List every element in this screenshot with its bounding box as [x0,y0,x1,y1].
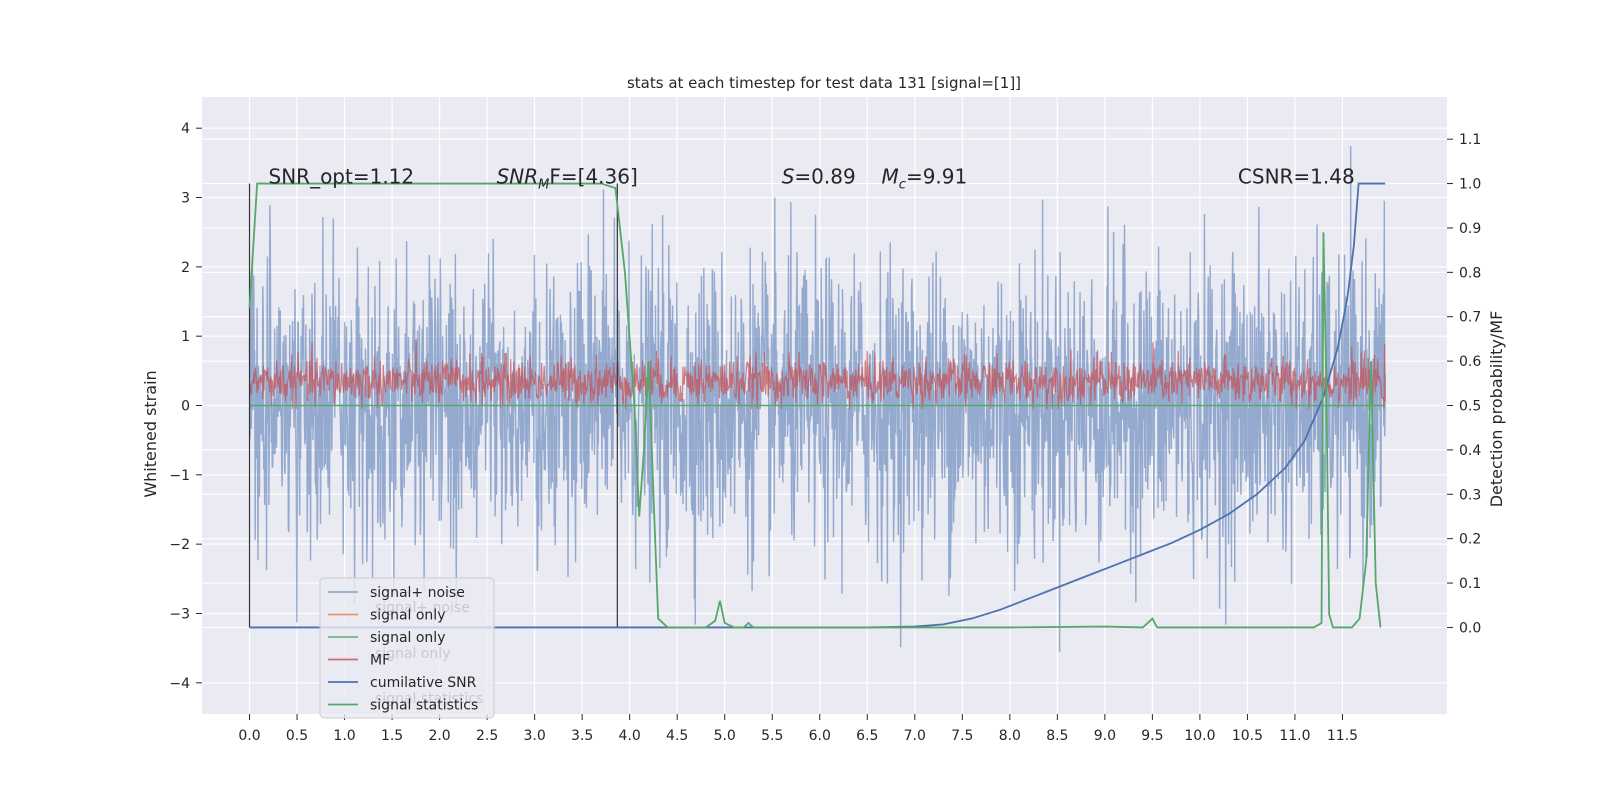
legend-label: signal only [370,630,445,646]
y2-axis-label: Detection probability/MF [1487,311,1506,508]
annotations: SNR_opt=1.12 SNRMF=[4.36] S=0.89 Mc=9.91 CSN… [269,165,1355,193]
x-tick-label: 10.0 [1184,728,1215,744]
right-axis-ticks: 1.1 1.0 0.9 0.8 0.7 0.6 0.5 0.4 0.3 0.2 0.1 0.0 [1447,132,1481,636]
x-tick-label: 8.5 [1046,728,1068,744]
x-tick-label: 4.0 [619,728,641,744]
annotation-s-val: S=0.89 [782,165,856,189]
x-tick-label: 5.0 [714,728,736,744]
y2-tick-label: 1.0 [1459,177,1481,193]
y2-tick-label: 0.8 [1459,265,1481,281]
chart-title: stats at each timestep for test data 131… [627,74,1021,92]
x-tick-label: 3.5 [571,728,593,744]
annotation-snr-opt: SNR_opt=1.12 [269,165,415,189]
legend-ghost-label: signal statistics [375,691,483,707]
x-tick-label: 4.5 [666,728,688,744]
annotation-csnr: CSNR=1.48 [1238,165,1355,189]
y-tick-label: −3 [169,606,190,622]
y2-tick-label: 0.4 [1459,443,1481,459]
x-tick-label: 8.0 [999,728,1021,744]
x-tick-label: 5.5 [761,728,783,744]
x-tick-label: 7.0 [904,728,926,744]
x-tick-label: 1.5 [381,728,403,744]
y-axis-label: Whitened strain [141,370,160,497]
y2-tick-label: 1.1 [1459,132,1481,148]
legend-label: MF [370,653,390,669]
x-tick-label: 7.5 [951,728,973,744]
x-tick-label: 2.5 [476,728,498,744]
annotation-mc-val: Mc=9.91 [882,165,968,193]
x-tick-label: 6.0 [809,728,831,744]
x-tick-label: 1.0 [333,728,355,744]
series-mf-line [248,338,1386,410]
legend-label: cumilative SNR [370,675,477,691]
x-tick-label: 11.5 [1327,728,1358,744]
y2-tick-label: 0.7 [1459,310,1481,326]
x-tick-label: 0.0 [238,728,260,744]
legend-label: signal only [370,608,445,624]
x-tick-label: 9.5 [1141,728,1163,744]
y2-tick-label: 0.3 [1459,487,1481,503]
series-signal-noise-line [248,146,1386,652]
y2-tick-label: 0.0 [1459,620,1481,636]
series-layer [248,146,1386,652]
y-tick-label: −4 [169,676,190,692]
x-tick-label: 11.0 [1279,728,1310,744]
y2-tick-label: 0.6 [1459,354,1481,370]
legend-ghost-label: signal only [375,646,450,662]
y2-tick-label: 0.1 [1459,576,1481,592]
legend-ghost-label: signal+ noise [375,600,470,616]
x-tick-label: 3.0 [524,728,546,744]
legend-box [319,577,495,719]
y-tick-label: −1 [169,468,190,484]
bottom-axis-ticks: 0.0 0.5 1.0 1.5 2.0 2.5 3.0 3.5 4.0 4.5 5.0 5.5 6.0 6… [238,714,1358,744]
y2-tick-label: 0.9 [1459,221,1481,237]
y2-tick-label: 0.5 [1459,399,1481,415]
x-tick-label: 2.0 [428,728,450,744]
annotation-snr-mf: SNRMF=[4.36] [497,165,638,193]
legend-label: signal statistics [370,698,478,714]
legend-label: signal+ noise [370,585,465,601]
x-tick-label: 9.0 [1094,728,1116,744]
series-signal-statistics-line [248,182,1382,629]
y-tick-label: −2 [169,537,190,553]
y2-tick-label: 0.2 [1459,532,1481,548]
y-tick-label: 1 [181,329,190,345]
x-tick-label: 0.5 [286,728,308,744]
x-tick-label: 10.5 [1232,728,1263,744]
left-axis-ticks: 4 3 2 1 0 −1 −2 −3 −4 [169,121,202,692]
y-tick-label: 0 [181,399,190,415]
y-tick-label: 3 [181,191,190,207]
x-tick-label: 6.5 [856,728,878,744]
y-tick-label: 4 [181,121,190,137]
y-tick-label: 2 [181,260,190,276]
series-cumulative-snr-line [249,182,1386,629]
